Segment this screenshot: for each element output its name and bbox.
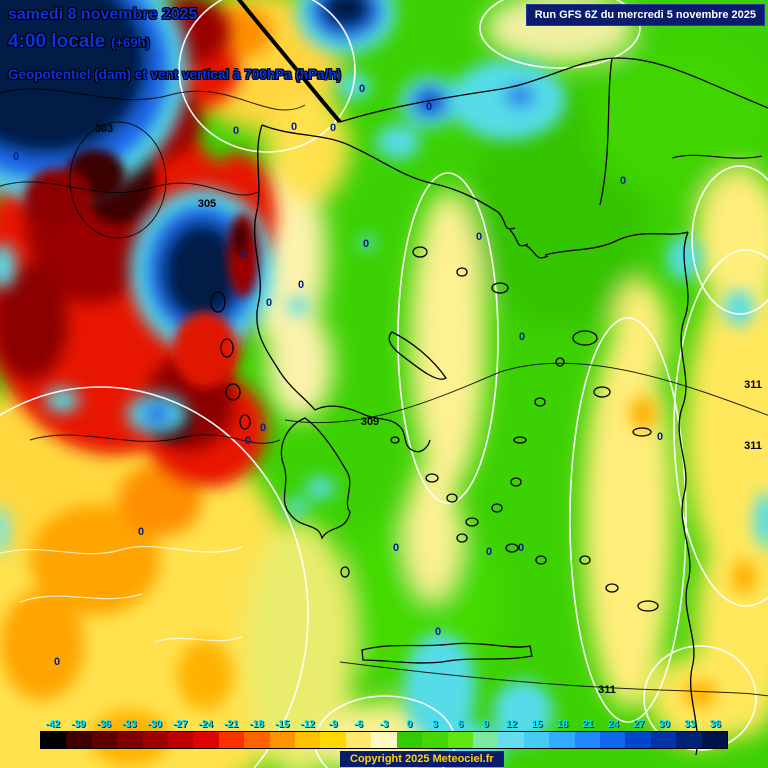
- legend-cell: [91, 732, 118, 748]
- zero-contour-label: 0: [137, 526, 145, 538]
- zero-contour-label: 0: [518, 331, 526, 343]
- zero-contour-label: 0: [358, 83, 366, 95]
- legend-cell: [549, 732, 575, 748]
- legend-tick-label: -12: [300, 719, 315, 730]
- legend-tick-label: 0: [406, 719, 413, 730]
- legend-tick-label: 36: [709, 719, 721, 730]
- zero-contour-label: 0: [434, 626, 442, 638]
- legend-cell: [523, 732, 550, 748]
- color-scale-legend: -42 -39 -36 -33 -30 -27 -24 -21 -18 -15 -12 -9 -6 -3 0…: [40, 719, 728, 749]
- parameter-label: Geopotentiel (dam) et vent vertical à 70…: [8, 67, 342, 82]
- geopotential-label: 311: [744, 379, 762, 391]
- legend-tick-label: 30: [658, 719, 670, 730]
- legend-cell: [625, 732, 651, 748]
- legend-tick-label: -36: [96, 719, 111, 730]
- geopotential-label: 309: [360, 416, 380, 428]
- zero-contour-label: 0: [290, 121, 298, 133]
- legend-tick-label: 12: [505, 719, 518, 730]
- forecast-offset: (+69h): [111, 35, 150, 50]
- legend-cell: [650, 732, 677, 748]
- zero-contour-label: 0: [392, 542, 400, 554]
- legend-cell: [295, 732, 321, 748]
- legend-cell: [472, 732, 499, 748]
- legend-tick-label: -24: [198, 719, 213, 730]
- legend-tick-label: 24: [607, 719, 619, 730]
- legend-tick-label: 27: [633, 719, 645, 730]
- zero-contour-label: 0: [244, 435, 252, 447]
- legend-tick-label: -6: [354, 719, 363, 730]
- legend-tick-label: -27: [172, 719, 188, 730]
- zero-contour-label: 0: [362, 238, 370, 250]
- copyright-link[interactable]: Copyright 2025 Meteociel.fr: [340, 751, 504, 767]
- legend-cell: [371, 732, 397, 748]
- legend-cell: [701, 732, 727, 748]
- zero-contour-label: 0: [517, 542, 525, 554]
- zero-contour-label: 0: [259, 422, 267, 434]
- legend-cell: [41, 732, 67, 748]
- geopotential-label: 305: [197, 198, 217, 210]
- zero-contour-label: 0: [240, 249, 248, 261]
- legend-tick-label: -9: [328, 719, 338, 730]
- zero-contour-label: 0: [53, 656, 61, 668]
- legend-cell: [498, 732, 524, 748]
- legend-tick-label: -42: [45, 719, 60, 730]
- zero-contour-label: 0: [232, 125, 240, 137]
- zero-contour-label: 0: [297, 279, 305, 291]
- legend-cell: [142, 732, 169, 748]
- legend-cell: [66, 732, 92, 748]
- legend-tick-label: -18: [249, 719, 264, 730]
- legend-tick-label: 18: [556, 719, 568, 730]
- legend-bar: [40, 731, 728, 749]
- legend-cell: [345, 732, 372, 748]
- legend-tick-label: -33: [121, 719, 137, 730]
- time-label: 4:00 locale (+69h): [8, 31, 150, 53]
- zero-contour-label: 0: [475, 231, 483, 243]
- geopotential-label: 311: [598, 684, 616, 696]
- legend-cell: [574, 732, 600, 748]
- legend-tick-label: 21: [582, 719, 594, 730]
- legend-cell: [244, 732, 270, 748]
- legend-cell: [447, 732, 473, 748]
- legend-tick-label: -39: [71, 719, 86, 730]
- coastlines: [210, 124, 698, 756]
- legend-cell: [422, 732, 448, 748]
- legend-cell: [396, 732, 423, 748]
- legend-cell: [218, 732, 245, 748]
- legend-tick-label: 33: [684, 719, 696, 730]
- legend-tick-label: -30: [147, 719, 162, 730]
- legend-cell: [168, 732, 194, 748]
- legend-cell: [193, 732, 219, 748]
- legend-cell: [269, 732, 296, 748]
- zero-contour-label: 0: [425, 101, 433, 113]
- geopotential-label: 311: [744, 440, 762, 452]
- legend-tick-label: 15: [531, 719, 543, 730]
- zero-contour-label: 0: [619, 175, 627, 187]
- legend-cell: [599, 732, 626, 748]
- legend-tick-label: 3: [432, 719, 438, 730]
- legend-tick-label: -21: [223, 719, 239, 730]
- local-time: 4:00 locale: [8, 31, 106, 52]
- legend-tick-label: 9: [483, 719, 489, 730]
- legend-tick-label: 6: [457, 719, 464, 730]
- date-label: samedi 8 novembre 2025: [8, 6, 198, 23]
- border-lines: [236, 0, 768, 206]
- legend-cell: [676, 732, 702, 748]
- run-info-box: Run GFS 6Z du mercredi 5 novembre 2025: [525, 4, 765, 26]
- geopotential-label: 303: [94, 123, 114, 135]
- legend-cell: [320, 732, 346, 748]
- zero-contour-label: 0: [265, 297, 273, 309]
- legend-cell: [117, 732, 143, 748]
- zero-contour-label: 0: [329, 122, 337, 134]
- legend-tick-label: -3: [379, 719, 389, 730]
- legend-ticks: -42 -39 -36 -33 -30 -27 -24 -21 -18 -15 -12 -9 -6 -3 0…: [40, 719, 728, 730]
- legend-tick-label: -15: [274, 719, 290, 730]
- zero-contour-label: 0: [485, 546, 493, 558]
- zero-contour-label: 0: [656, 431, 664, 443]
- zero-contour-label: 0: [12, 151, 20, 163]
